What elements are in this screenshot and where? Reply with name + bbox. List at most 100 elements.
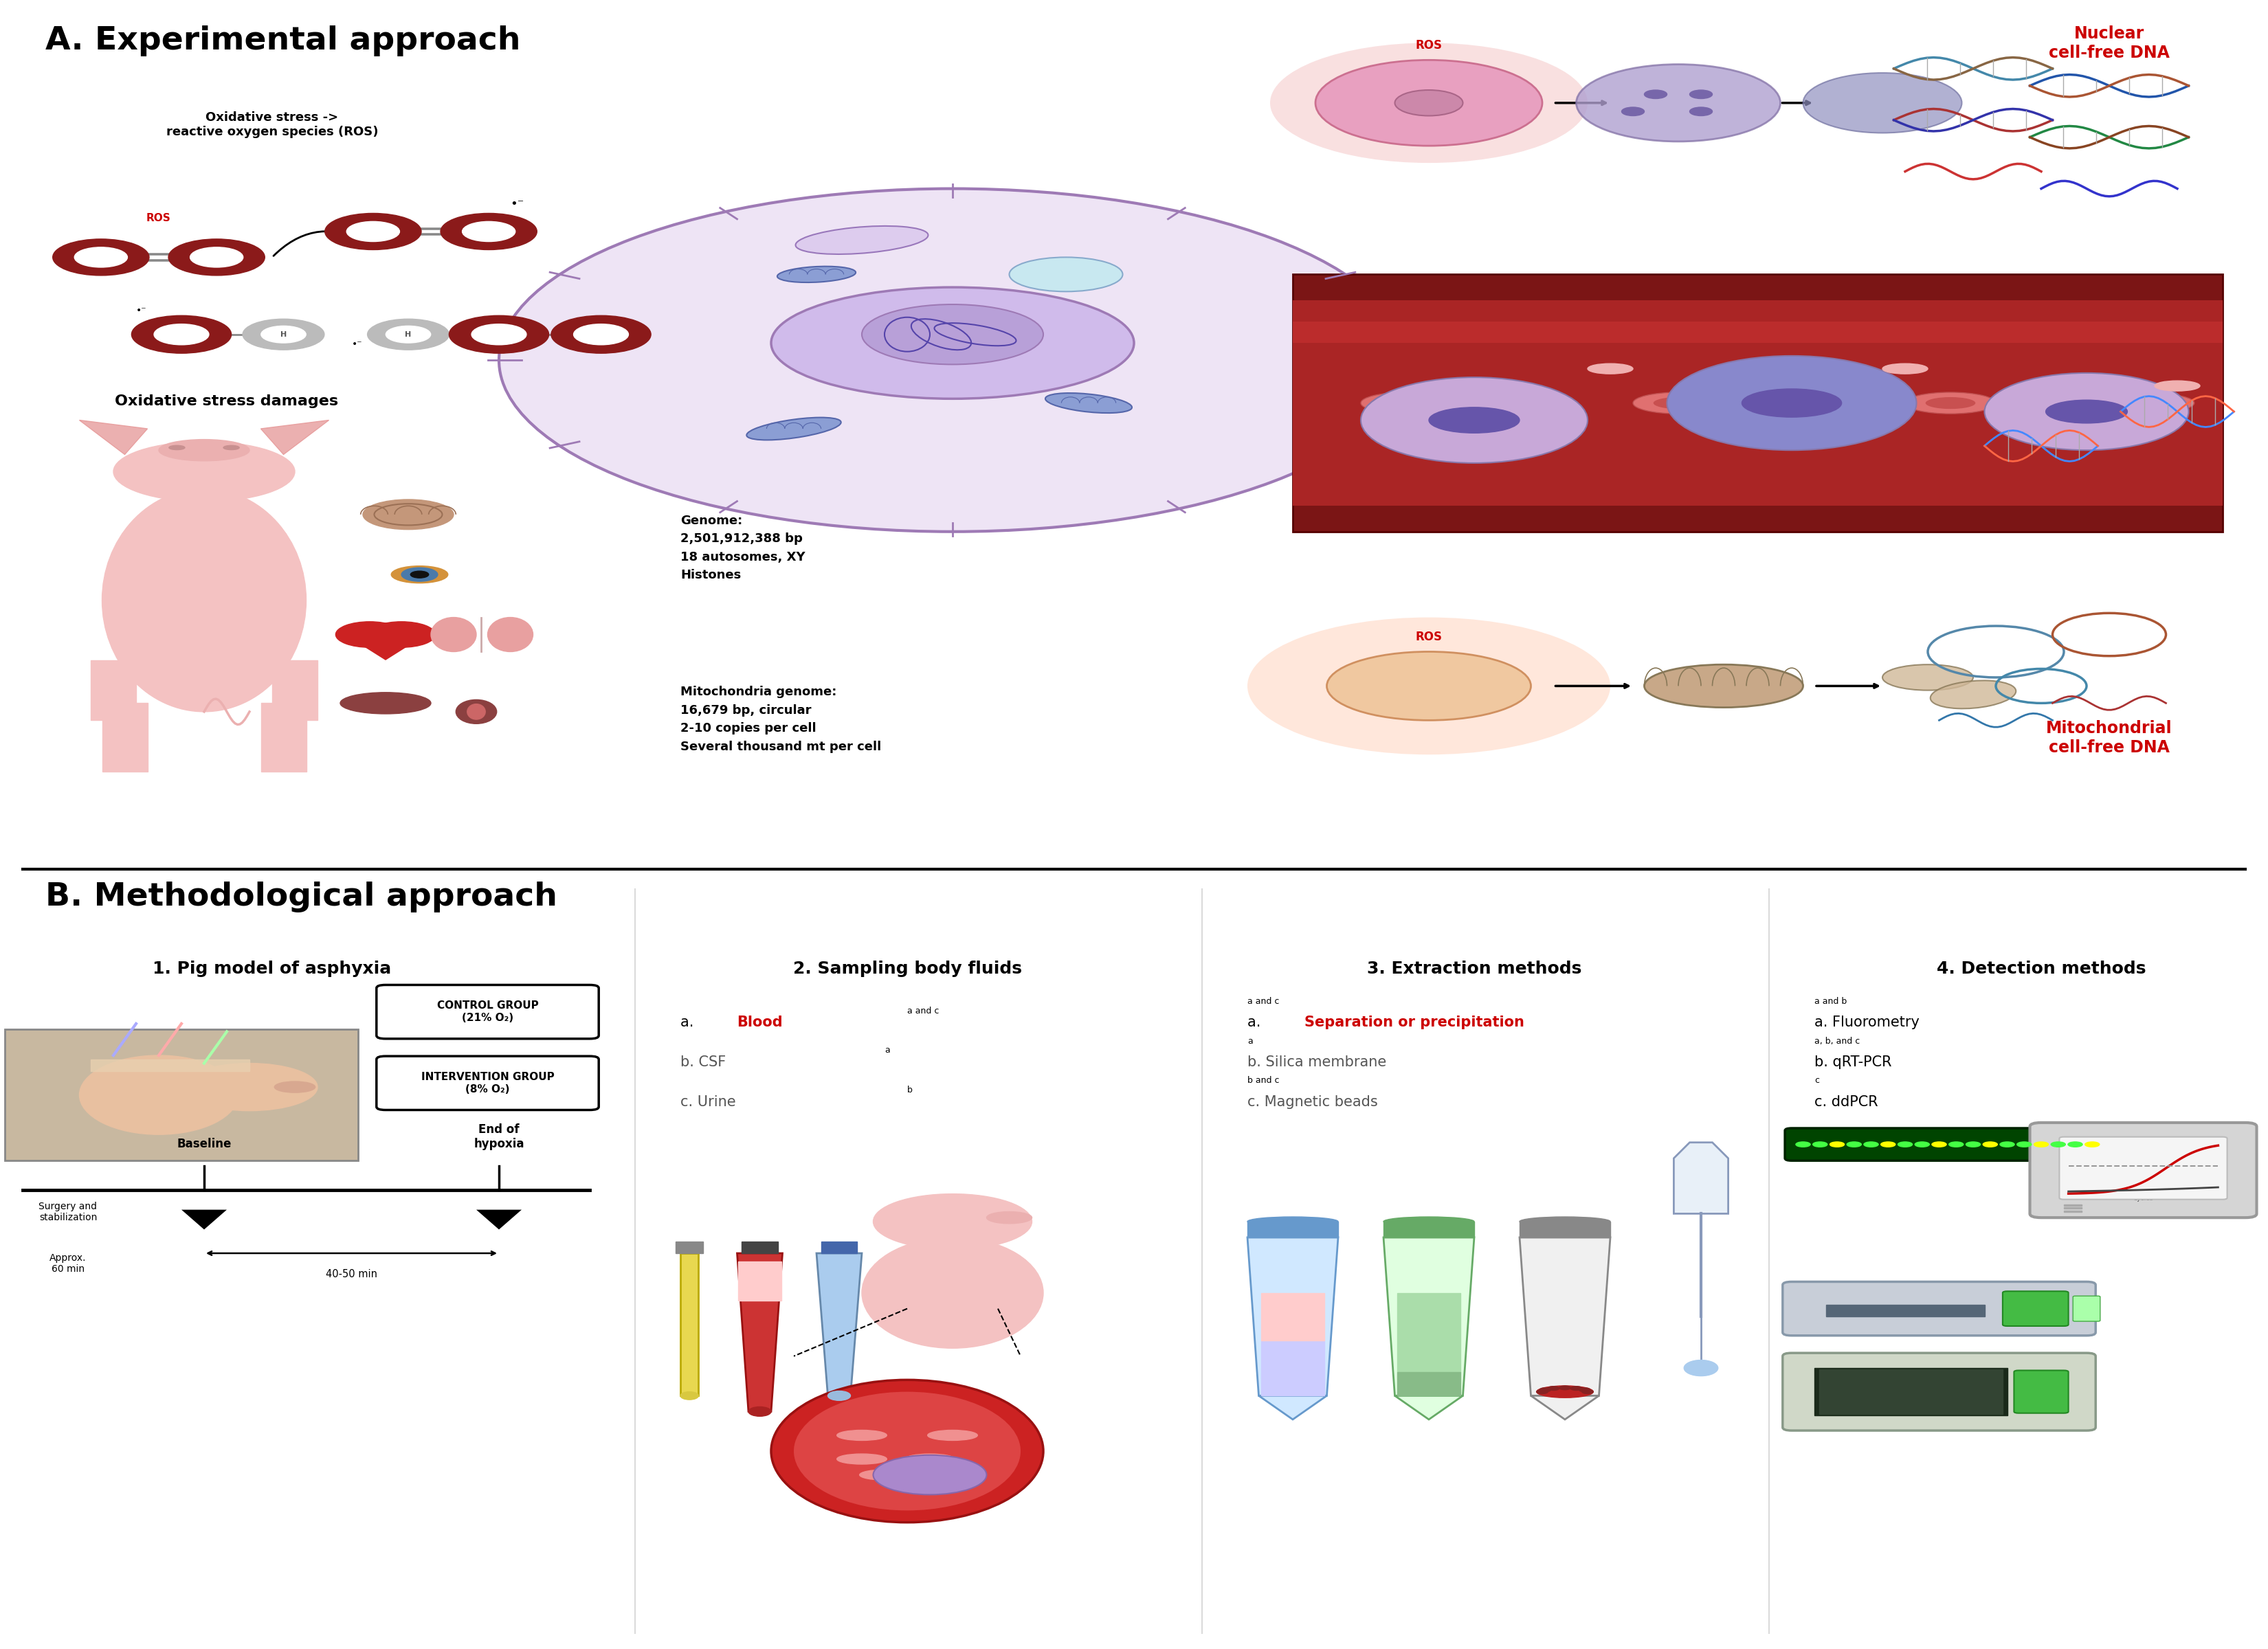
- Circle shape: [1812, 1141, 1828, 1148]
- Text: b. Silica membrane: b. Silica membrane: [1247, 1055, 1386, 1069]
- Ellipse shape: [1499, 419, 1585, 439]
- Circle shape: [1803, 73, 1962, 134]
- Text: c: c: [1814, 1077, 1819, 1085]
- Circle shape: [52, 239, 150, 275]
- Polygon shape: [181, 1210, 227, 1230]
- Ellipse shape: [1742, 389, 1842, 417]
- Polygon shape: [1247, 1237, 1338, 1395]
- Ellipse shape: [222, 445, 240, 450]
- Ellipse shape: [340, 693, 431, 714]
- Bar: [91, 660, 136, 721]
- Ellipse shape: [2023, 419, 2105, 439]
- Text: O: O: [177, 330, 186, 340]
- Ellipse shape: [1644, 665, 1803, 707]
- Bar: [1261, 1341, 1325, 1395]
- Circle shape: [1898, 1141, 1912, 1148]
- Text: ROS: ROS: [1415, 630, 1442, 643]
- Ellipse shape: [778, 267, 855, 282]
- Ellipse shape: [1361, 392, 1452, 414]
- Ellipse shape: [1520, 424, 1565, 434]
- Circle shape: [1932, 1141, 1946, 1148]
- Circle shape: [168, 239, 265, 275]
- Text: Fluorescence: Fluorescence: [2068, 1153, 2075, 1194]
- Ellipse shape: [79, 1055, 238, 1135]
- Ellipse shape: [1930, 681, 2016, 709]
- Bar: [737, 1261, 780, 1301]
- FancyBboxPatch shape: [2003, 1291, 2068, 1326]
- Text: b. qRT-PCR: b. qRT-PCR: [1814, 1055, 1892, 1069]
- Ellipse shape: [794, 1392, 1021, 1510]
- Text: Mitochondrial
cell-free DNA: Mitochondrial cell-free DNA: [2046, 721, 2173, 755]
- Text: c. Magnetic beads: c. Magnetic beads: [1247, 1095, 1379, 1108]
- Circle shape: [1948, 1141, 1964, 1148]
- Circle shape: [1579, 1388, 1590, 1392]
- Circle shape: [1690, 91, 1712, 99]
- Ellipse shape: [390, 566, 449, 584]
- Ellipse shape: [928, 1430, 978, 1441]
- Text: Negative: Negative: [2186, 1182, 2218, 1189]
- Text: Positive: Positive: [2191, 1138, 2218, 1144]
- Ellipse shape: [1771, 419, 1857, 439]
- Text: Genome:
2,501,912,388 bp
18 autosomes, XY
Histones: Genome: 2,501,912,388 bp 18 autosomes, X…: [680, 514, 805, 580]
- Bar: [1293, 322, 2223, 343]
- Ellipse shape: [159, 439, 249, 460]
- Bar: [1826, 1304, 1984, 1316]
- Polygon shape: [816, 1253, 862, 1395]
- Ellipse shape: [1395, 91, 1463, 115]
- Text: Cycles: Cycles: [2134, 1196, 2152, 1202]
- Polygon shape: [79, 420, 147, 455]
- Bar: [102, 702, 147, 772]
- Ellipse shape: [2114, 394, 2195, 412]
- Bar: [1814, 1369, 2007, 1415]
- Circle shape: [551, 315, 651, 353]
- FancyBboxPatch shape: [1783, 1281, 2096, 1336]
- Text: 1. Pig model of asphyxia: 1. Pig model of asphyxia: [152, 960, 392, 976]
- Text: a: a: [1247, 1037, 1252, 1045]
- Text: Baseline: Baseline: [177, 1138, 231, 1151]
- Text: 3. Extraction methods: 3. Extraction methods: [1368, 960, 1581, 976]
- Text: H: H: [281, 331, 286, 338]
- Text: O: O: [98, 254, 104, 261]
- Circle shape: [449, 315, 549, 353]
- Text: •⁻: •⁻: [510, 198, 524, 209]
- Circle shape: [1880, 1141, 1896, 1148]
- Circle shape: [1540, 1388, 1551, 1392]
- Circle shape: [1361, 378, 1588, 463]
- Ellipse shape: [837, 1430, 887, 1441]
- Ellipse shape: [2155, 381, 2200, 391]
- Ellipse shape: [1588, 363, 1633, 374]
- Circle shape: [324, 213, 422, 249]
- Text: a: a: [885, 1045, 889, 1055]
- FancyBboxPatch shape: [5, 1029, 358, 1161]
- Text: ROS: ROS: [1415, 40, 1442, 51]
- Ellipse shape: [488, 617, 533, 651]
- Ellipse shape: [771, 287, 1134, 399]
- Circle shape: [1270, 43, 1588, 163]
- FancyBboxPatch shape: [2030, 1123, 2257, 1217]
- Circle shape: [1569, 1387, 1583, 1390]
- Circle shape: [336, 622, 404, 648]
- Polygon shape: [1383, 1237, 1474, 1395]
- Circle shape: [367, 622, 435, 648]
- FancyBboxPatch shape: [2073, 1296, 2100, 1321]
- Ellipse shape: [102, 488, 306, 712]
- Text: Approx.
60 min: Approx. 60 min: [50, 1253, 86, 1275]
- Text: a and c: a and c: [907, 1006, 939, 1016]
- FancyBboxPatch shape: [1783, 1352, 2096, 1431]
- Circle shape: [1864, 1141, 1878, 1148]
- Circle shape: [873, 1454, 987, 1494]
- Ellipse shape: [796, 226, 928, 254]
- Ellipse shape: [860, 1469, 909, 1481]
- Bar: [1383, 1222, 1474, 1237]
- Bar: [821, 1242, 857, 1253]
- Text: INTERVENTION GROUP
(8% O₂): INTERVENTION GROUP (8% O₂): [422, 1072, 553, 1095]
- FancyBboxPatch shape: [1785, 1128, 2116, 1161]
- Bar: [1293, 274, 2223, 531]
- FancyBboxPatch shape: [376, 1055, 599, 1110]
- Circle shape: [1690, 107, 1712, 115]
- Polygon shape: [1259, 1395, 1327, 1420]
- Bar: [1520, 1222, 1610, 1237]
- Ellipse shape: [274, 1082, 315, 1093]
- Circle shape: [873, 1194, 1032, 1250]
- Circle shape: [1914, 1141, 1930, 1148]
